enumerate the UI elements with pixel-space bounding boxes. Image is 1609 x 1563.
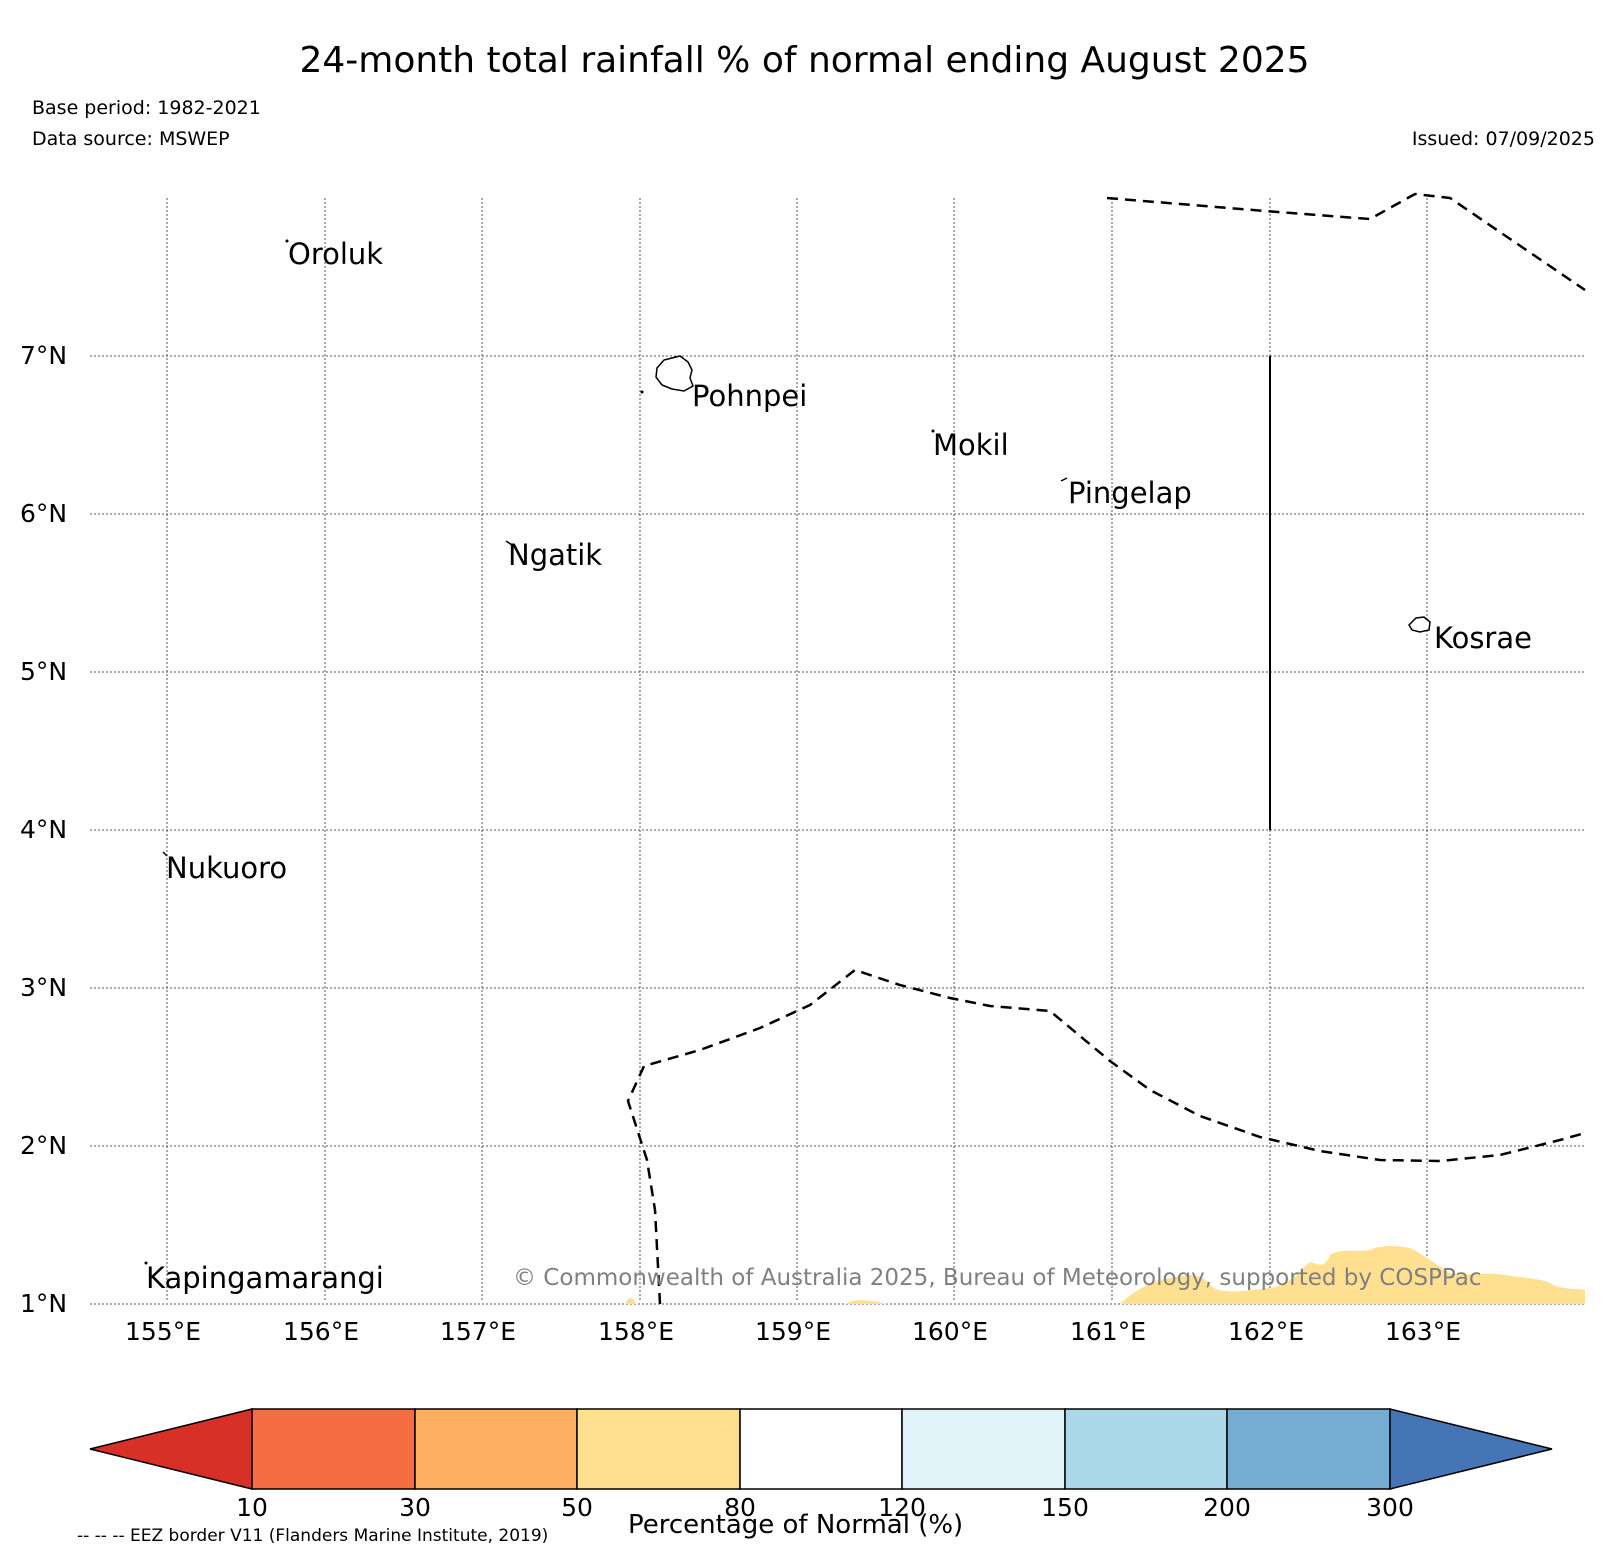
lon-label-161: 161°E xyxy=(1070,1317,1147,1346)
place-label-mokil: Mokil xyxy=(933,428,1009,462)
lon-label-156: 156°E xyxy=(283,1317,360,1346)
colorbar-extend-low xyxy=(89,1408,253,1490)
colorbar-tick-150: 150 xyxy=(1041,1493,1089,1522)
lat-label-4: 4°N xyxy=(20,815,68,844)
place-label-ngatik: Ngatik xyxy=(508,538,603,572)
eez-border xyxy=(626,192,1586,1305)
issued-date: Issued: 07/09/2025 xyxy=(1411,128,1595,150)
colorbar-bin-150-200 xyxy=(1064,1408,1228,1490)
base-period: Base period: 1982-2021 xyxy=(32,97,261,119)
kosrae-island xyxy=(1408,616,1431,633)
lon-label-159: 159°E xyxy=(755,1317,832,1346)
lat-label-6: 6°N xyxy=(20,499,68,528)
colorbar-tick-80: 80 xyxy=(724,1493,756,1522)
lat-label-1: 1°N xyxy=(20,1289,68,1318)
place-label-kapingamarangi: Kapingamarangi xyxy=(146,1261,384,1295)
colorbar-tick-10: 10 xyxy=(236,1493,268,1522)
lat-label-5: 5°N xyxy=(20,657,68,686)
colorbar-bin-120-150 xyxy=(901,1408,1066,1490)
rainfall-shading-small-2 xyxy=(845,1300,888,1304)
pohnpei-island xyxy=(655,355,694,392)
colorbar-extend-high xyxy=(1389,1408,1553,1490)
place-label-kosrae: Kosrae xyxy=(1434,621,1532,655)
lon-label-157: 157°E xyxy=(440,1317,517,1346)
colorbar-tick-200: 200 xyxy=(1203,1493,1251,1522)
map-title: 24-month total rainfall % of normal endi… xyxy=(299,40,1310,81)
parallel-gridlines xyxy=(90,355,1585,1305)
colorbar-bin-200-300 xyxy=(1226,1408,1391,1490)
lon-label-155: 155°E xyxy=(125,1317,202,1346)
lon-label-158: 158°E xyxy=(598,1317,675,1346)
lat-label-7: 7°N xyxy=(20,341,68,370)
meridian-gridlines xyxy=(166,198,1428,1300)
lon-label-163: 163°E xyxy=(1385,1317,1462,1346)
place-label-pingelap: Pingelap xyxy=(1068,476,1192,510)
colorbar-tick-50: 50 xyxy=(561,1493,593,1522)
colorbar-bin-50-80 xyxy=(576,1408,741,1490)
colorbar-tick-300: 300 xyxy=(1366,1493,1414,1522)
rainfall-shading-small xyxy=(625,1298,636,1304)
lon-label-162: 162°E xyxy=(1228,1317,1305,1346)
place-label-oroluk: Oroluk xyxy=(288,237,384,271)
lat-label-3: 3°N xyxy=(20,973,68,1002)
colorbar-tick-120: 120 xyxy=(878,1493,926,1522)
colorbar xyxy=(89,1408,1553,1490)
colorbar-bin-30-50 xyxy=(414,1408,578,1490)
lat-label-2: 2°N xyxy=(20,1131,68,1160)
place-label-pohnpei: Pohnpei xyxy=(692,379,808,413)
colorbar-bin-80-120 xyxy=(739,1408,903,1490)
copyright-notice: © Commonwealth of Australia 2025, Bureau… xyxy=(513,1265,1482,1291)
eez-legend-note: -- -- -- EEZ border V11 (Flanders Marine… xyxy=(77,1526,549,1546)
colorbar-bin-10-30 xyxy=(251,1408,416,1490)
place-label-nukuoro: Nukuoro xyxy=(166,851,288,885)
data-source: Data source: MSWEP xyxy=(32,128,230,150)
colorbar-tick-30: 30 xyxy=(399,1493,431,1522)
lon-label-160: 160°E xyxy=(912,1317,989,1346)
colorbar-title: Percentage of Normal (%) xyxy=(628,1510,964,1540)
rainfall-shading xyxy=(1120,1245,1585,1304)
island-dots xyxy=(144,239,1068,1265)
